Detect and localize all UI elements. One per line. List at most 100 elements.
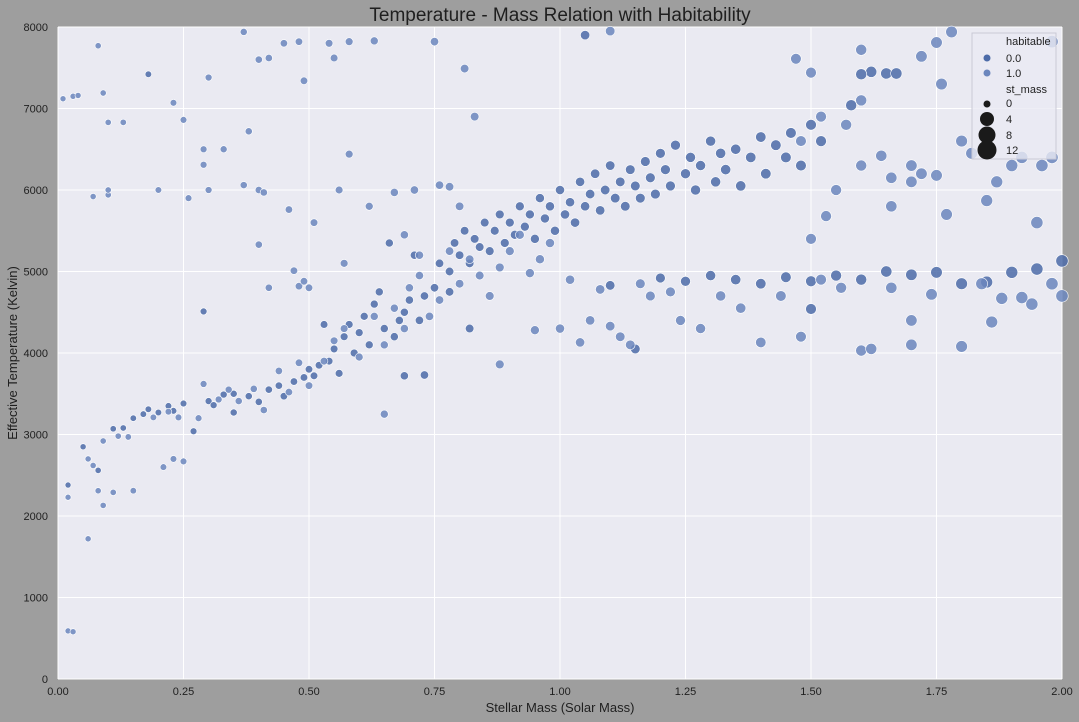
legend-size-marker-0 — [983, 100, 991, 108]
y-tick-label: 6000 — [24, 185, 48, 197]
data-point-habitable-0 — [655, 272, 666, 284]
data-point-habitable-1 — [955, 134, 968, 148]
data-point-habitable-0 — [620, 201, 631, 212]
data-point-habitable-1 — [244, 127, 253, 136]
data-point-habitable-0 — [805, 119, 817, 131]
data-point-habitable-1 — [254, 240, 263, 249]
data-point-habitable-0 — [545, 201, 555, 212]
data-point-habitable-1 — [284, 388, 293, 397]
data-point-habitable-0 — [109, 425, 117, 433]
data-point-habitable-1 — [445, 182, 455, 192]
data-point-habitable-0 — [209, 401, 218, 409]
legend-marker-habitable-1 — [983, 69, 991, 77]
data-point-habitable-0 — [880, 265, 893, 278]
data-point-habitable-0 — [930, 266, 943, 279]
data-point-habitable-1 — [299, 76, 309, 85]
data-point-habitable-1 — [830, 184, 842, 196]
data-point-habitable-1 — [369, 36, 379, 46]
data-point-habitable-0 — [595, 205, 606, 216]
y-axis-label: Effective Temperature (Kelvin) — [5, 266, 20, 440]
data-point-habitable-1 — [99, 501, 107, 509]
data-point-habitable-0 — [550, 225, 560, 236]
data-point-habitable-1 — [94, 487, 102, 495]
data-point-habitable-0 — [369, 299, 379, 309]
data-point-habitable-0 — [565, 197, 575, 208]
data-point-habitable-0 — [665, 180, 676, 192]
y-tick-label: 8000 — [24, 22, 48, 34]
data-point-habitable-1 — [214, 395, 223, 404]
data-point-habitable-1 — [69, 628, 77, 636]
data-point-habitable-0 — [580, 30, 591, 41]
data-point-habitable-1 — [199, 160, 208, 169]
data-point-habitable-0 — [189, 427, 198, 435]
data-point-habitable-0 — [219, 390, 228, 399]
data-point-habitable-0 — [129, 414, 137, 422]
data-point-habitable-1 — [399, 324, 409, 333]
data-point-habitable-0 — [630, 180, 641, 192]
data-point-habitable-1 — [535, 254, 545, 265]
data-point-habitable-1 — [855, 94, 868, 107]
data-point-habitable-1 — [905, 159, 918, 172]
data-point-habitable-1 — [885, 200, 898, 213]
data-point-habitable-0 — [795, 159, 807, 172]
data-point-habitable-0 — [605, 160, 616, 171]
x-axis-label: Stellar Mass (Solar Mass) — [486, 700, 635, 715]
data-point-habitable-1 — [790, 53, 802, 65]
data-point-habitable-0 — [755, 278, 767, 290]
data-point-habitable-1 — [875, 149, 888, 162]
data-point-habitable-1 — [199, 380, 208, 388]
data-point-habitable-1 — [114, 432, 122, 440]
data-point-habitable-1 — [840, 118, 852, 131]
data-point-habitable-0 — [785, 127, 797, 139]
data-point-habitable-1 — [414, 250, 424, 260]
y-tick-label: 0 — [42, 674, 48, 686]
data-point-habitable-1 — [935, 77, 948, 91]
data-point-habitable-0 — [364, 340, 374, 350]
data-point-habitable-0 — [585, 189, 596, 200]
data-point-habitable-1 — [259, 406, 268, 415]
data-point-habitable-1 — [815, 273, 827, 286]
data-point-habitable-0 — [254, 397, 263, 406]
data-point-habitable-1 — [179, 457, 188, 466]
data-point-habitable-1 — [199, 145, 208, 154]
x-tick-label: 0.25 — [173, 686, 194, 698]
data-point-habitable-1 — [885, 171, 898, 184]
data-point-habitable-0 — [445, 266, 455, 277]
data-point-habitable-1 — [495, 262, 505, 273]
data-point-habitable-0 — [715, 147, 727, 159]
data-point-habitable-1 — [284, 205, 293, 214]
data-point-habitable-0 — [760, 168, 772, 180]
data-point-habitable-0 — [680, 168, 691, 179]
data-point-habitable-1 — [505, 246, 515, 256]
data-point-habitable-0 — [855, 273, 868, 286]
legend-hue-title: habitable — [1006, 36, 1051, 48]
data-point-habitable-0 — [1055, 254, 1069, 268]
data-point-habitable-1 — [595, 284, 606, 295]
data-point-habitable-0 — [419, 291, 429, 301]
data-point-habitable-0 — [204, 397, 213, 405]
legend-size-label-4: 4 — [1006, 114, 1012, 126]
y-tick-label: 3000 — [24, 430, 48, 442]
data-point-habitable-1 — [344, 37, 354, 46]
data-point-habitable-1 — [99, 89, 107, 97]
data-point-habitable-0 — [404, 295, 414, 305]
data-point-habitable-0 — [495, 209, 505, 220]
data-point-habitable-1 — [294, 282, 304, 291]
data-point-habitable-1 — [264, 54, 273, 62]
data-point-habitable-1 — [795, 135, 807, 147]
data-point-habitable-1 — [104, 186, 112, 194]
data-point-habitable-0 — [445, 287, 455, 297]
data-point-habitable-0 — [414, 315, 424, 325]
data-point-habitable-1 — [154, 186, 163, 194]
data-point-habitable-0 — [590, 168, 601, 179]
data-point-habitable-1 — [1035, 159, 1049, 172]
y-tick-label: 7000 — [24, 104, 48, 116]
data-point-habitable-1 — [855, 344, 868, 357]
data-point-habitable-1 — [555, 323, 565, 334]
data-point-habitable-1 — [254, 55, 263, 64]
data-point-habitable-0 — [299, 373, 309, 382]
data-point-habitable-1 — [905, 175, 918, 188]
data-point-habitable-1 — [605, 321, 616, 332]
data-point-habitable-1 — [434, 295, 445, 305]
data-point-habitable-0 — [79, 443, 87, 451]
